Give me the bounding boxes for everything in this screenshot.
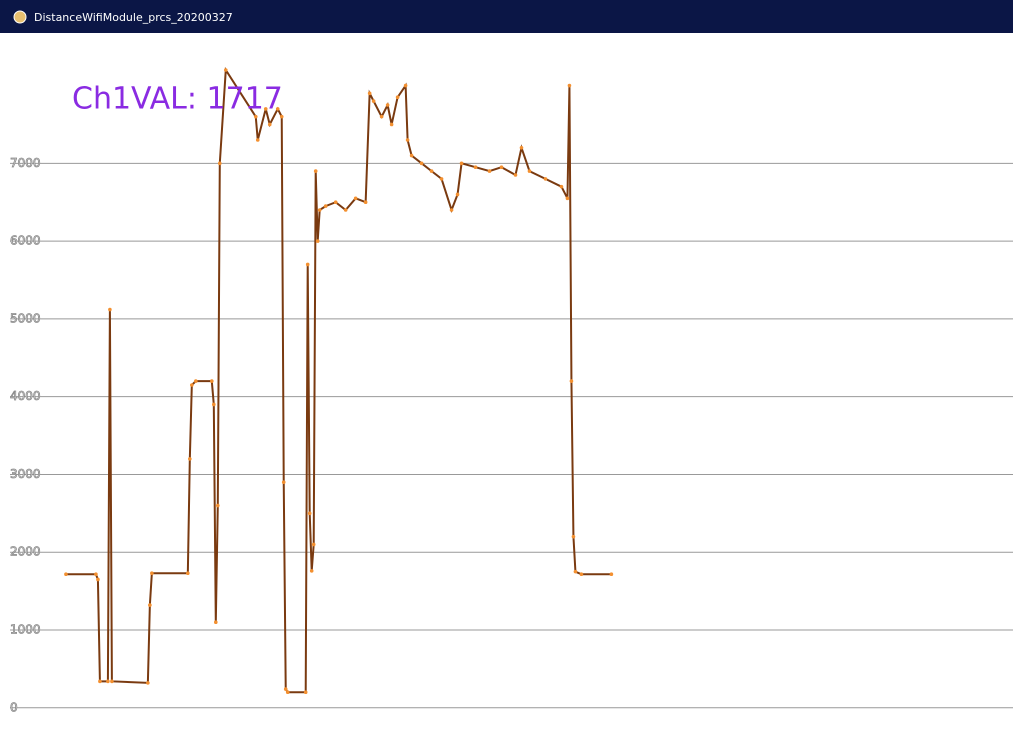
data-point: [253, 114, 258, 119]
data-point: [367, 91, 372, 96]
data-point: [473, 165, 478, 170]
data-point: [315, 239, 320, 243]
data-point: [343, 208, 348, 212]
data-point: [455, 192, 460, 197]
data-point: [389, 122, 394, 127]
data-point: [213, 620, 218, 625]
data-point: [317, 208, 322, 212]
data-point: [209, 379, 214, 383]
data-point: [303, 690, 308, 695]
data-point: [215, 503, 220, 508]
data-point: [223, 68, 228, 72]
data-point: [609, 572, 614, 577]
data-point: [579, 572, 584, 577]
data-point: [279, 114, 284, 119]
data-point: [567, 83, 572, 88]
data-point: [543, 177, 548, 181]
data-point: [409, 153, 414, 158]
data-point: [146, 681, 150, 685]
data-point: [275, 107, 280, 111]
data-point: [311, 542, 316, 547]
data-point: [429, 169, 434, 173]
data-point: [571, 534, 576, 539]
data-point: [263, 107, 268, 111]
data-point: [403, 83, 408, 88]
data-point: [194, 379, 198, 383]
data-point: [439, 177, 444, 181]
window-title: DistanceWifiModule_prcs_20200327: [34, 11, 233, 24]
data-point: [307, 511, 312, 516]
data-point: [281, 480, 286, 485]
data-point: [519, 145, 524, 150]
data-point: [559, 184, 564, 189]
data-point: [211, 402, 216, 407]
data-line: [65, 66, 612, 694]
data-point: [255, 138, 260, 142]
y-tick-label: 5000: [10, 311, 41, 325]
data-point: [513, 173, 518, 177]
data-point: [499, 165, 504, 170]
data-point: [333, 200, 338, 205]
data-point: [565, 196, 570, 201]
data-point: [487, 169, 492, 173]
data-point: [108, 307, 112, 312]
y-tick-label: 2000: [10, 545, 41, 559]
data-point: [186, 571, 190, 576]
data-point: [217, 161, 222, 166]
data-point: [148, 603, 152, 607]
y-tick-label: 3000: [10, 467, 41, 481]
data-point: [94, 572, 98, 577]
data-point: [313, 169, 318, 173]
y-tick-label: 4000: [10, 389, 41, 403]
y-tick-label: 7000: [10, 156, 41, 170]
data-point: [305, 262, 310, 267]
y-tick-label: 1000: [10, 623, 41, 637]
data-point: [98, 679, 102, 684]
data-point: [395, 95, 400, 100]
data-point: [267, 122, 272, 127]
data-point: [405, 138, 410, 142]
data-point: [385, 103, 390, 107]
data-point: [106, 679, 110, 684]
data-point: [283, 687, 288, 691]
data-point: [190, 383, 194, 387]
data-point: [569, 379, 574, 383]
data-point: [573, 569, 578, 574]
data-point: [64, 572, 68, 577]
data-point: [96, 577, 100, 582]
data-point: [459, 161, 464, 166]
app-icon: [13, 10, 27, 24]
data-point: [285, 690, 290, 695]
title-bar: [0, 0, 1013, 33]
channel-value-label: Ch1VAL: 1717: [72, 82, 283, 117]
data-point: [449, 208, 454, 212]
data-point: [527, 169, 532, 173]
y-tick-label: 0: [10, 700, 18, 714]
data-point: [309, 569, 314, 573]
data-point: [188, 457, 192, 461]
data-point: [353, 196, 358, 201]
data-point: [323, 204, 328, 208]
data-point: [363, 200, 368, 205]
data-point: [371, 99, 376, 103]
data-point: [379, 114, 384, 119]
data-point: [150, 571, 154, 576]
data-point: [419, 161, 424, 166]
data-point: [110, 679, 114, 684]
y-tick-label: 6000: [10, 234, 41, 248]
